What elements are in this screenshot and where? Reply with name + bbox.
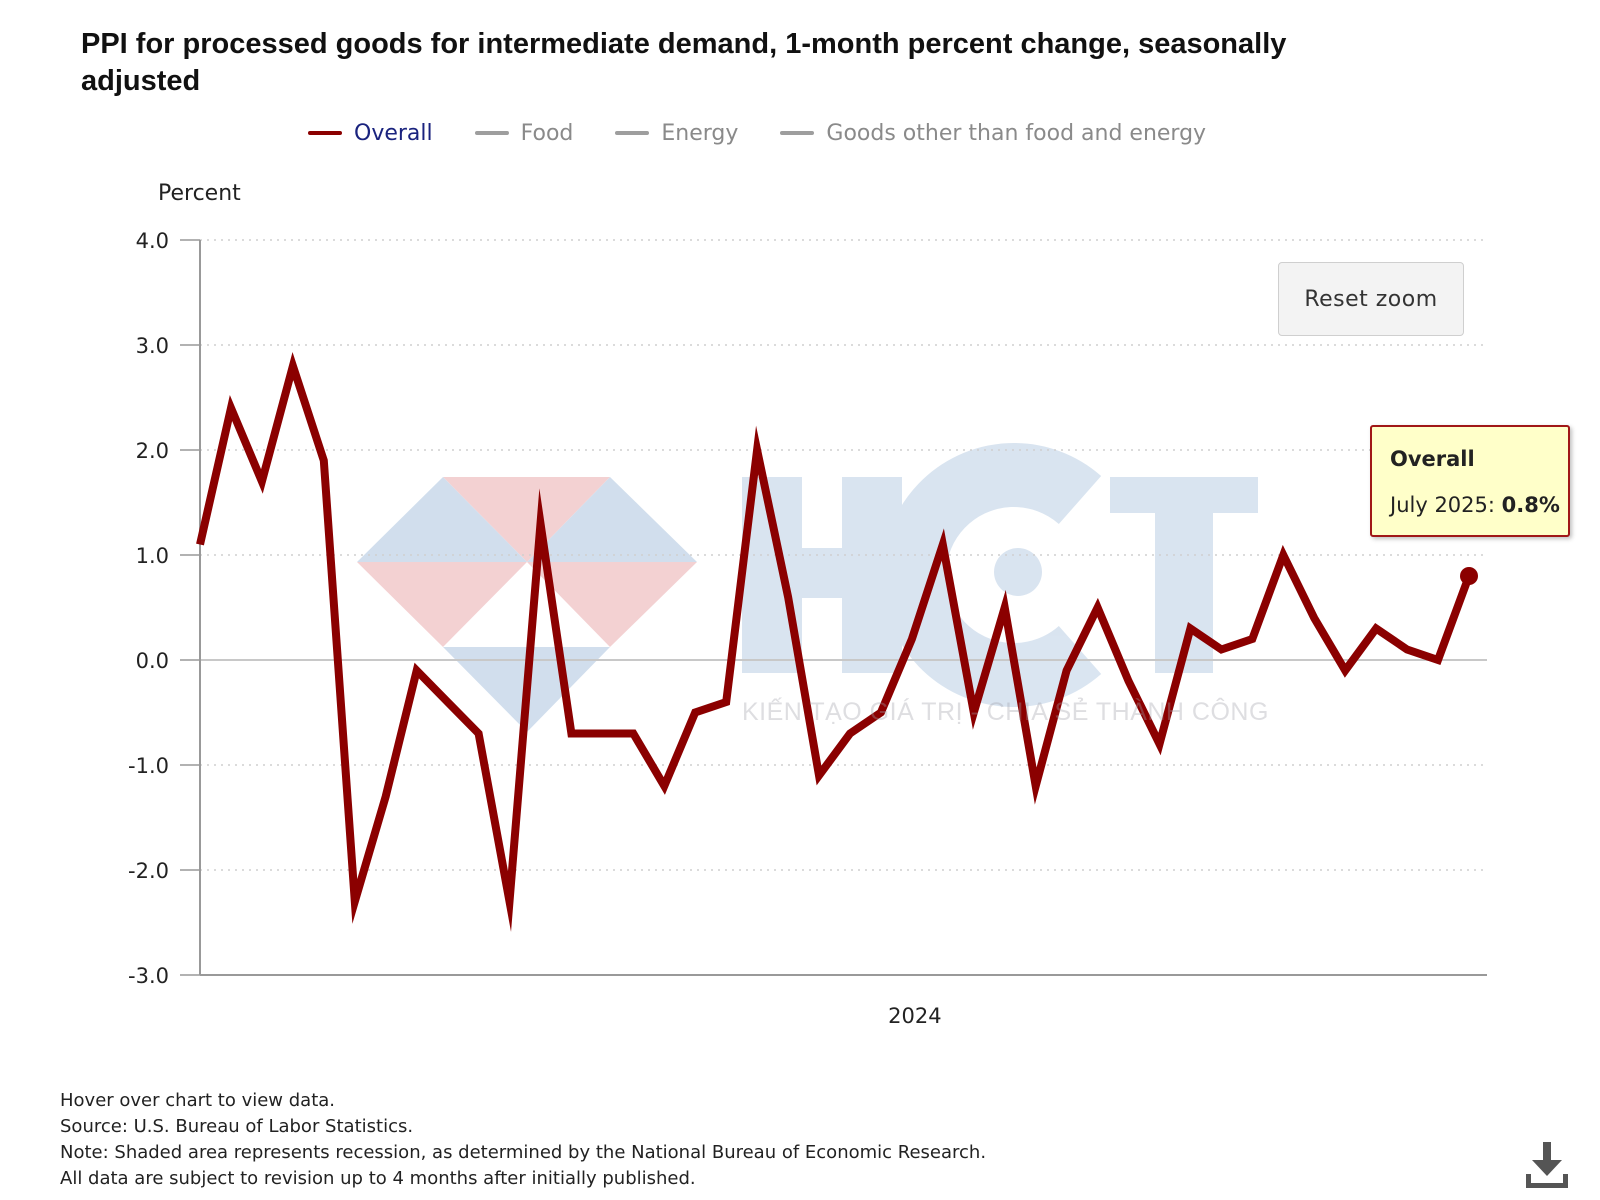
- legend-label-core-goods: Goods other than food and energy: [826, 120, 1207, 146]
- footer-source: Source: U.S. Bureau of Labor Statistics.: [60, 1116, 414, 1137]
- chart-title: PPI for processed goods for intermediate…: [81, 28, 1287, 97]
- y-tick-label: 3.0: [136, 334, 169, 358]
- reset-zoom-button[interactable]: Reset zoom: [1278, 262, 1464, 336]
- legend-item-energy[interactable]: Energy: [615, 121, 738, 146]
- gridlines: [200, 239, 1487, 871]
- legend-swatch-energy: [615, 131, 650, 135]
- legend-item-overall[interactable]: Overall: [308, 121, 433, 146]
- legend-label-energy: Energy: [661, 120, 739, 146]
- footer-hover-note: Hover over chart to view data.: [60, 1090, 336, 1111]
- axes: [199, 240, 1487, 976]
- legend-swatch-overall: [308, 131, 342, 135]
- y-tick-label: -3.0: [128, 964, 169, 988]
- y-tick-label: 1.0: [136, 544, 169, 568]
- highlight-marker[interactable]: [1460, 567, 1478, 585]
- legend-label-food: Food: [520, 120, 574, 146]
- y-tick-label: 2.0: [136, 439, 169, 463]
- y-axis-label: Percent: [158, 181, 241, 206]
- data-tooltip: Overall July 2025: 0.8%: [1370, 425, 1570, 537]
- x-axis-ticks: 2024: [888, 1004, 941, 1028]
- download-icon[interactable]: [1524, 1140, 1570, 1190]
- legend: Overall Food Energy Goods other than foo…: [308, 118, 1206, 148]
- x-tick-label: 2024: [888, 1004, 941, 1028]
- legend-item-core-goods[interactable]: Goods other than food and energy: [780, 121, 1206, 146]
- y-axis-ticks: 4.0 3.0 2.0 1.0 0.0 -1.0 -2.0 -3.0: [128, 229, 200, 988]
- legend-item-food[interactable]: Food: [474, 120, 574, 146]
- footer-recession-note: Note: Shaded area represents recession, …: [60, 1142, 987, 1163]
- legend-swatch-food: [474, 131, 509, 135]
- y-tick-label: 0.0: [136, 649, 169, 673]
- tooltip-series: Overall: [1390, 447, 1475, 471]
- series-line-overall[interactable]: [196, 351, 1473, 932]
- y-tick-label: 4.0: [136, 229, 169, 253]
- legend-swatch-core-goods: [780, 131, 815, 135]
- y-tick-label: -1.0: [128, 754, 169, 778]
- y-tick-label: -2.0: [128, 859, 169, 883]
- chart-footer: Hover over chart to view data. Source: U…: [60, 1088, 986, 1192]
- watermark-tagline: KIẾN TẠO GIÁ TRỊ - CHIA SẺ THÀNH CÔNG: [742, 698, 1269, 726]
- footer-revision-note: All data are subject to revision up to 4…: [60, 1168, 696, 1189]
- legend-label-overall: Overall: [354, 120, 433, 146]
- series-overall[interactable]: [196, 351, 1478, 932]
- tooltip-period: July 2025:: [1390, 493, 1495, 517]
- tooltip-value: 0.8%: [1501, 493, 1560, 517]
